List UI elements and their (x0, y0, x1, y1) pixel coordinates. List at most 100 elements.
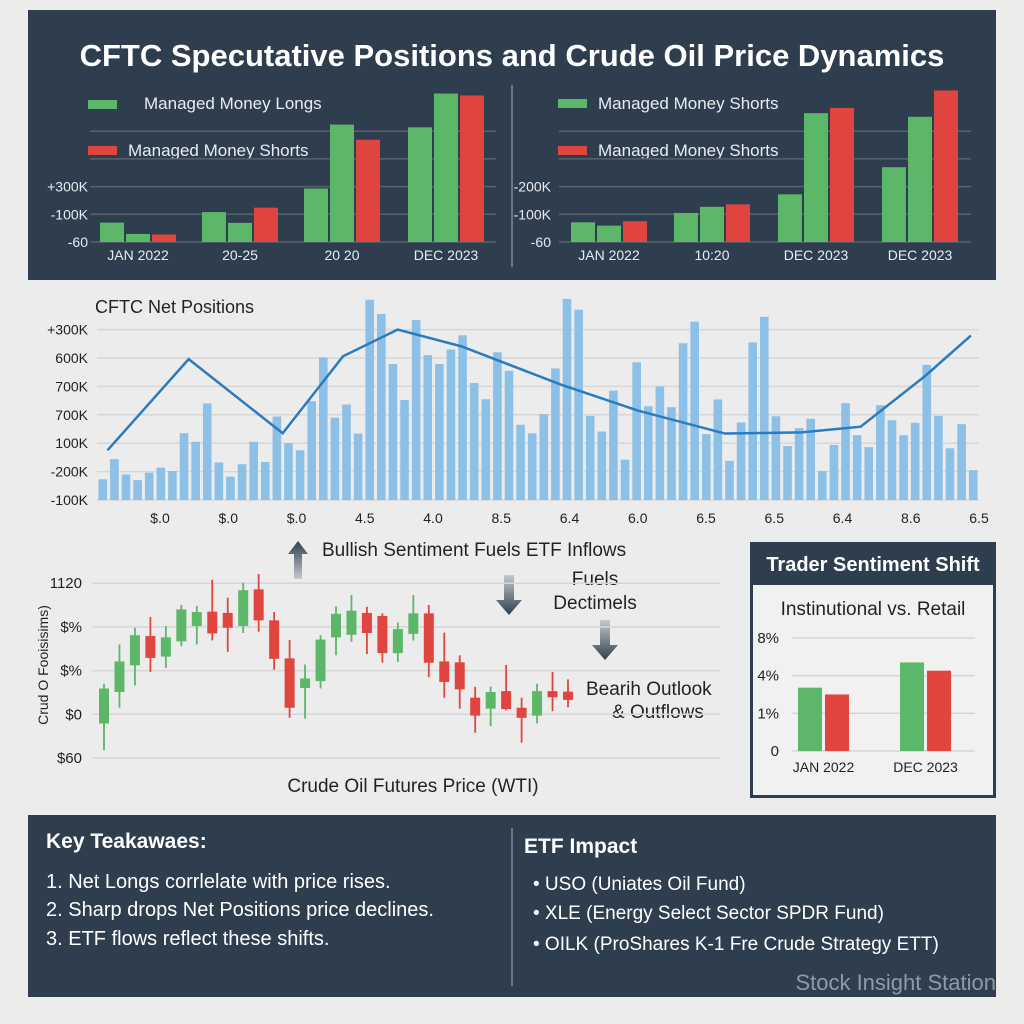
net-position-bar (214, 462, 224, 500)
fuels-annotation-line1: Fuels (571, 569, 619, 590)
net-position-bar (794, 428, 804, 500)
net-position-bar (133, 480, 142, 500)
net-position-bar (667, 407, 676, 500)
bar (304, 188, 328, 242)
net-position-bar (585, 415, 595, 500)
y-tick-label: -100K (51, 206, 89, 222)
candle-body (129, 635, 140, 666)
bar (908, 116, 932, 242)
net-position-bar (748, 342, 757, 500)
bar (254, 207, 278, 242)
x-tick-label: 6.5 (696, 510, 716, 526)
bar (674, 212, 698, 242)
net-position-bar (353, 433, 363, 500)
net-position-bar (121, 474, 131, 500)
net-position-bar (968, 470, 978, 500)
net-position-bar (342, 404, 351, 500)
net-position-bar (319, 357, 328, 500)
x-tick-label: 6.4 (560, 510, 580, 526)
candle-body (547, 691, 558, 698)
net-position-bar (237, 464, 247, 500)
net-position-bar (330, 417, 340, 500)
net-position-bar (168, 471, 177, 500)
net-position-bar (226, 476, 235, 500)
page-title: CFTC Specutative Positions and Crude Oil… (79, 38, 945, 73)
panel-divider (511, 85, 513, 267)
net-position-bar (388, 363, 398, 500)
net-position-bar (110, 459, 119, 500)
legend-label: Managed Money Shorts (598, 94, 779, 113)
x-tick-label: DEC 2023 (893, 759, 958, 775)
net-position-bar (527, 433, 537, 500)
candle-body (423, 613, 434, 663)
net-position-bar (841, 403, 850, 500)
x-tick-label: DEC 2023 (888, 247, 953, 263)
x-tick-label: $.0 (219, 510, 239, 526)
net-position-bar (260, 461, 270, 500)
bar (408, 127, 432, 242)
takeaway-item: 3. ETF flows reflect these shifts. (46, 928, 330, 950)
x-tick-label: DEC 2023 (784, 247, 849, 263)
etf-item: • XLE (Energy Select Sector SPDR Fund) (533, 903, 884, 924)
candle-body (238, 590, 249, 627)
net-position-bar (899, 435, 908, 500)
x-tick-label: 10:20 (694, 247, 729, 263)
bar (927, 670, 951, 751)
y-tick-label: $% (60, 619, 82, 636)
net-position-bar (551, 368, 560, 500)
bar (356, 139, 380, 242)
net-position-bar (191, 441, 200, 500)
candle-body (331, 613, 341, 638)
takeaway-item: 2. Sharp drops Net Positions price decli… (46, 899, 434, 921)
net-position-bar (783, 446, 792, 500)
net-position-bar (272, 416, 282, 500)
etf-item: • USO (Uniates Oil Fund) (533, 874, 746, 895)
net-position-bar (423, 355, 433, 500)
net-position-bar (98, 479, 108, 500)
candle-body (300, 678, 311, 689)
bar (228, 222, 252, 242)
legend-swatch-shorts (88, 146, 117, 155)
x-tick-label: 6.0 (628, 510, 648, 526)
net-position-bar (643, 406, 653, 500)
net-position-bar (365, 299, 375, 500)
net-position-bar (887, 420, 897, 500)
x-tick-label: $.0 (287, 510, 307, 526)
arrow-down-icon (496, 575, 522, 615)
bar (571, 222, 595, 242)
takeaways-heading: Key Teakawaes: (46, 830, 207, 853)
bar (934, 90, 958, 242)
legend-swatch-longs (88, 100, 117, 109)
bar (830, 107, 854, 242)
net-position-bar (156, 467, 166, 500)
y-tick-label: 700K (55, 407, 88, 423)
sentiment-panel: Trader Sentiment Shift Instinutional vs.… (750, 542, 996, 798)
bar (460, 95, 484, 242)
y-tick-label: -200K (514, 179, 552, 195)
etf-impact-heading: ETF Impact (524, 835, 638, 858)
net-position-bar (446, 349, 456, 500)
candle-body (222, 612, 233, 628)
net-position-bar (713, 399, 723, 500)
y-tick-label: $0 (65, 706, 82, 723)
net-position-bar (504, 370, 514, 500)
net-position-bar (458, 335, 467, 500)
net-position-bar (202, 403, 212, 500)
legend-label: Managed Money Longs (144, 94, 322, 113)
net-position-bar (852, 435, 862, 500)
candle-body (99, 688, 109, 724)
net-position-bar (701, 434, 711, 500)
arrow-up-icon (288, 541, 308, 579)
net-position-bar (481, 399, 491, 500)
bar (202, 212, 226, 242)
net-position-bar (562, 298, 572, 500)
net-position-bar (760, 316, 769, 500)
x-tick-label: 20-25 (222, 247, 258, 263)
y-tick-label: $60 (57, 750, 82, 767)
y-tick-label: 8% (757, 630, 779, 647)
x-tick-label: JAN 2022 (793, 759, 855, 775)
net-position-bar (516, 424, 525, 500)
y-tick-label: -60 (531, 234, 551, 250)
net-position-bar (411, 319, 421, 500)
bearish-annotation-line2: & Outflows (612, 702, 704, 723)
